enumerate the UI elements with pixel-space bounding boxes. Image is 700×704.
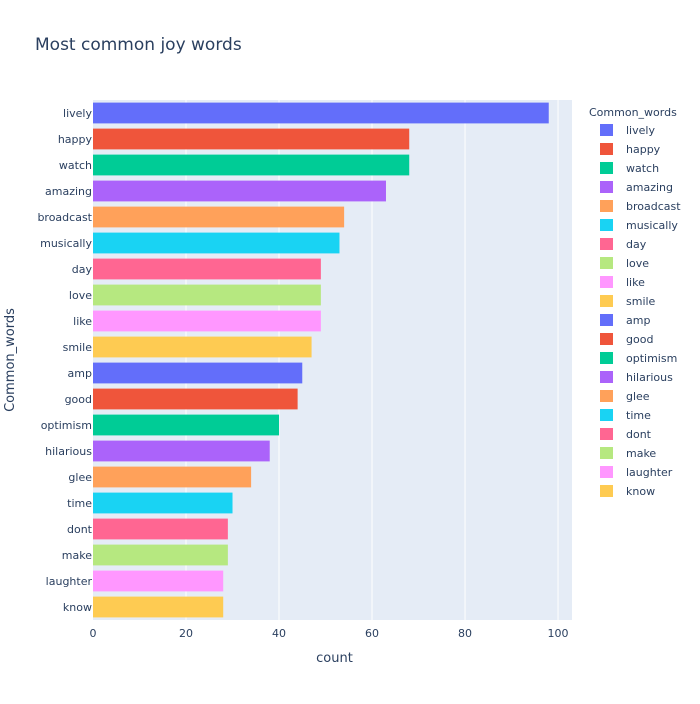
- legend-item-label[interactable]: hilarious: [626, 371, 673, 384]
- x-tick-label: 80: [458, 627, 472, 640]
- bar-musically[interactable]: [93, 232, 340, 254]
- y-tick-labels: lively happy watch amazing broadcast musicall…: [37, 107, 92, 614]
- bar-happy[interactable]: [93, 128, 410, 150]
- legend-item-label[interactable]: like: [626, 276, 645, 289]
- bar-love[interactable]: [93, 284, 321, 306]
- y-tick-label: glee: [68, 471, 92, 484]
- legend-swatch[interactable]: [600, 314, 613, 326]
- bar-smile[interactable]: [93, 336, 312, 358]
- legend-swatch[interactable]: [600, 390, 613, 402]
- legend-swatch[interactable]: [600, 162, 613, 174]
- legend-swatch[interactable]: [600, 485, 613, 497]
- chart-title: Most common joy words: [35, 35, 242, 55]
- legend-item-label[interactable]: good: [626, 333, 653, 346]
- legend-item-label[interactable]: know: [626, 485, 655, 498]
- legend-item-label[interactable]: glee: [626, 390, 650, 403]
- x-tick-label: 60: [365, 627, 379, 640]
- y-tick-label: know: [63, 601, 92, 614]
- legend-swatch[interactable]: [600, 181, 613, 193]
- bar-make[interactable]: [93, 544, 228, 566]
- legend-swatch[interactable]: [600, 200, 613, 212]
- bar-watch[interactable]: [93, 154, 410, 176]
- legend: Common_words lively happy watch amazing broa…: [589, 106, 681, 498]
- legend-swatch[interactable]: [600, 295, 613, 307]
- y-tick-label: broadcast: [37, 211, 92, 224]
- bar-dont[interactable]: [93, 518, 228, 540]
- y-tick-label: laughter: [46, 575, 93, 588]
- y-tick-label: lively: [63, 107, 92, 120]
- bars: [93, 102, 549, 618]
- y-tick-label: happy: [58, 133, 93, 146]
- legend-item-label[interactable]: time: [626, 409, 651, 422]
- legend-swatch[interactable]: [600, 352, 613, 364]
- y-tick-label: smile: [63, 341, 93, 354]
- legend-swatch[interactable]: [600, 124, 613, 136]
- legend-item-label[interactable]: broadcast: [626, 200, 681, 213]
- x-tick-label: 0: [90, 627, 97, 640]
- bar-day[interactable]: [93, 258, 321, 280]
- legend-swatch[interactable]: [600, 333, 613, 345]
- y-tick-label: love: [69, 289, 92, 302]
- legend-swatch[interactable]: [600, 143, 613, 155]
- y-tick-label: day: [72, 263, 93, 276]
- y-tick-label: musically: [40, 237, 92, 250]
- x-axis-title: count: [316, 651, 353, 666]
- legend-title: Common_words: [589, 106, 677, 119]
- legend-item-label[interactable]: optimism: [626, 352, 677, 365]
- legend-swatch[interactable]: [600, 276, 613, 288]
- legend-swatch[interactable]: [600, 466, 613, 478]
- bar-lively[interactable]: [93, 102, 549, 124]
- bar-broadcast[interactable]: [93, 206, 345, 228]
- y-tick-label: like: [73, 315, 92, 328]
- y-tick-label: make: [62, 549, 92, 562]
- legend-item-label[interactable]: lively: [626, 124, 655, 137]
- y-axis-title: Common_words: [3, 308, 18, 412]
- bar-laughter[interactable]: [93, 570, 224, 592]
- x-tick-labels: 0 20 40 60 80 100: [90, 627, 569, 640]
- legend-item-label[interactable]: happy: [626, 143, 661, 156]
- bar-glee[interactable]: [93, 466, 252, 488]
- bar-optimism[interactable]: [93, 414, 280, 436]
- x-tick-label: 40: [272, 627, 286, 640]
- bar-amp[interactable]: [93, 362, 303, 384]
- bar-like[interactable]: [93, 310, 321, 332]
- legend-swatch[interactable]: [600, 257, 613, 269]
- y-tick-label: dont: [67, 523, 93, 536]
- legend-swatch[interactable]: [600, 219, 613, 231]
- legend-item-label[interactable]: day: [626, 238, 647, 251]
- y-tick-label: amazing: [45, 185, 92, 198]
- legend-item-label[interactable]: musically: [626, 219, 678, 232]
- x-tick-label: 20: [179, 627, 193, 640]
- y-tick-label: time: [67, 497, 92, 510]
- legend-item-label[interactable]: make: [626, 447, 656, 460]
- legend-swatch[interactable]: [600, 371, 613, 383]
- y-tick-label: hilarious: [45, 445, 92, 458]
- bar-amazing[interactable]: [93, 180, 386, 202]
- bar-hilarious[interactable]: [93, 440, 270, 462]
- legend-swatch[interactable]: [600, 409, 613, 421]
- legend-item-label[interactable]: love: [626, 257, 649, 270]
- legend-swatch[interactable]: [600, 428, 613, 440]
- legend-swatch[interactable]: [600, 447, 613, 459]
- legend-swatch[interactable]: [600, 238, 613, 250]
- y-tick-label: watch: [59, 159, 92, 172]
- x-tick-label: 100: [548, 627, 569, 640]
- legend-item-label[interactable]: amp: [626, 314, 650, 327]
- legend-item-label[interactable]: amazing: [626, 181, 673, 194]
- y-tick-label: amp: [68, 367, 92, 380]
- bar-know[interactable]: [93, 596, 224, 618]
- y-tick-label: optimism: [41, 419, 92, 432]
- legend-item-label[interactable]: smile: [626, 295, 656, 308]
- legend-item-label[interactable]: watch: [626, 162, 659, 175]
- bar-time[interactable]: [93, 492, 233, 514]
- bar-good[interactable]: [93, 388, 298, 410]
- y-tick-label: good: [65, 393, 92, 406]
- legend-item-label[interactable]: laughter: [626, 466, 673, 479]
- plot-background: [93, 100, 572, 620]
- legend-item-label[interactable]: dont: [626, 428, 652, 441]
